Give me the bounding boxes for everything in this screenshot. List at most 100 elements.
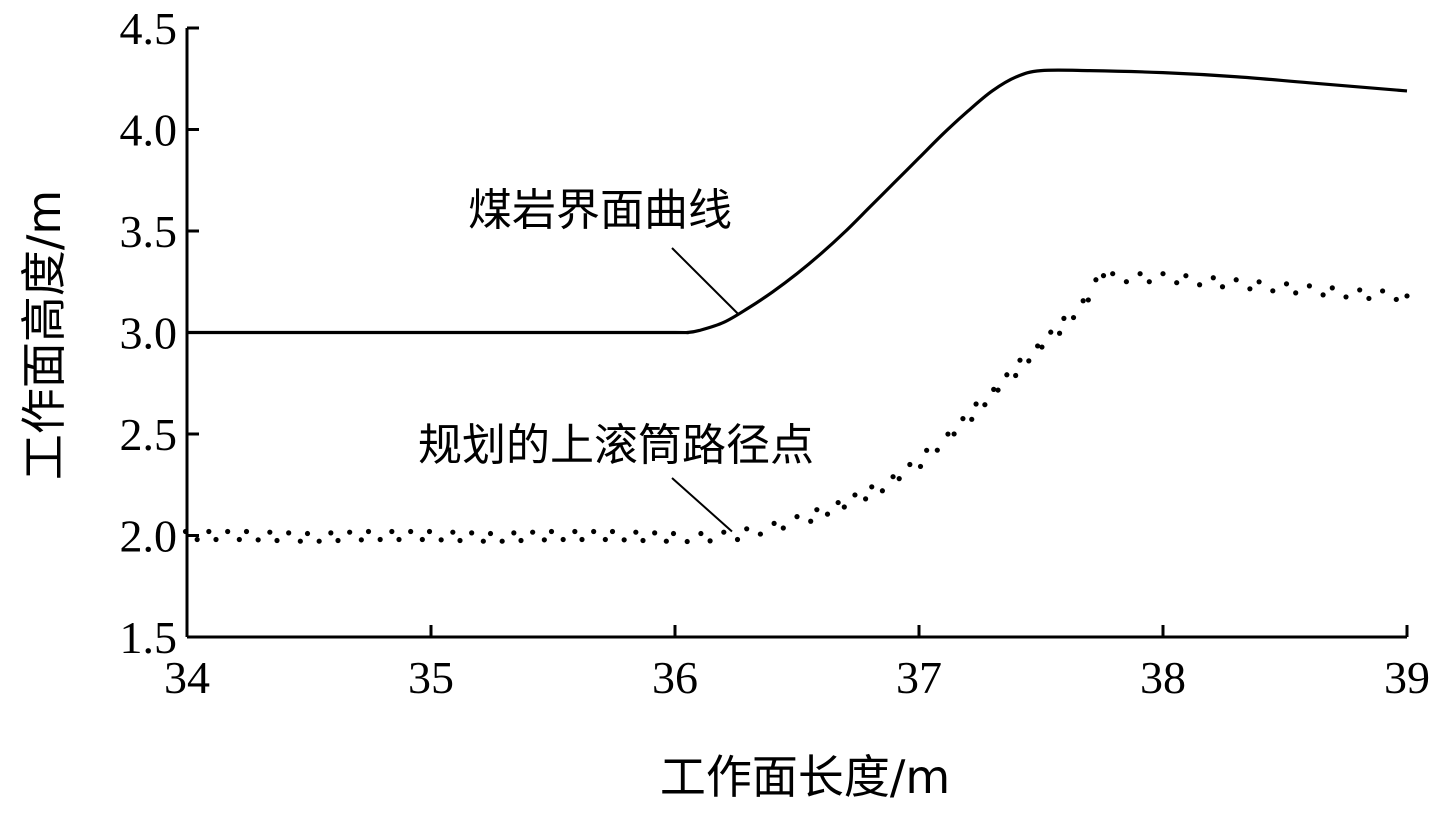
path-point (1160, 271, 1166, 277)
path-point (771, 520, 777, 526)
path-point (1035, 343, 1041, 349)
path-point (1174, 280, 1180, 286)
path-point (698, 530, 704, 537)
path-point (1146, 279, 1152, 285)
path-point (621, 537, 627, 543)
path-point (1197, 282, 1203, 288)
path-point (1320, 292, 1326, 298)
path-point (640, 537, 646, 544)
path-point (530, 529, 536, 535)
path-point (358, 537, 364, 543)
path-point (1123, 279, 1129, 285)
y-tick-label: 4.5 (120, 3, 178, 54)
annotation-leader-line (671, 477, 733, 533)
path-point (808, 518, 814, 524)
x-tick-label: 36 (652, 652, 698, 703)
path-point (1247, 286, 1253, 292)
path-point (1080, 298, 1086, 304)
path-point (304, 530, 311, 537)
path-point (182, 528, 189, 535)
path-point (328, 530, 334, 536)
path-point (934, 447, 940, 453)
path-point (1210, 275, 1216, 281)
path-point (1100, 273, 1107, 279)
path-point (487, 530, 494, 537)
path-point (896, 476, 902, 482)
path-point (863, 496, 869, 502)
path-point (670, 530, 677, 537)
path-point (841, 504, 847, 510)
y-axis-title: 工作面高度/m (17, 190, 71, 480)
path-point (1013, 372, 1019, 379)
series-layer (182, 68, 1410, 545)
path-point (734, 536, 741, 543)
path-point (1306, 283, 1312, 289)
path-point (879, 488, 886, 494)
path-point (1026, 358, 1032, 364)
path-point (721, 529, 727, 535)
path-point (982, 402, 988, 408)
path-point (995, 387, 1001, 393)
path-point (426, 528, 433, 535)
path-point (255, 537, 261, 543)
path-point (457, 537, 463, 544)
path-point (869, 484, 875, 490)
path-point (377, 536, 383, 543)
path-point (969, 416, 975, 422)
annotation-coal-rock-interface: 煤岩界面曲线 (468, 185, 732, 236)
path-point (579, 536, 585, 543)
path-point (924, 447, 930, 453)
path-point (652, 530, 658, 536)
annotation-drum-path-points: 规划的上滚筒路径点 (418, 420, 814, 471)
y-tick-label: 2.5 (120, 409, 178, 460)
path-point (1039, 344, 1045, 350)
path-point (347, 529, 353, 535)
path-point (1183, 273, 1189, 279)
path-point (480, 538, 486, 544)
path-point (1110, 271, 1116, 277)
path-point (297, 538, 303, 544)
path-point (633, 529, 639, 535)
series-dots-drum-path (182, 271, 1410, 545)
path-point (814, 507, 820, 513)
path-point (286, 530, 292, 536)
path-point (243, 528, 250, 535)
path-point (499, 538, 505, 544)
y-tick-label: 3.5 (120, 206, 178, 257)
path-point (1283, 281, 1290, 287)
path-point (213, 536, 219, 543)
path-point (1004, 372, 1010, 378)
path-point (1256, 279, 1262, 285)
path-point (757, 531, 764, 537)
path-point (744, 526, 750, 532)
ticks: 34 35 36 37 38 39 1.5 2.0 2.5 3.0 3.5 4.0 4.5 (120, 3, 1431, 703)
path-point (267, 529, 273, 535)
path-point (511, 530, 517, 536)
path-point (450, 529, 456, 535)
path-point (548, 528, 555, 535)
path-point (572, 528, 578, 535)
path-point (1017, 357, 1023, 363)
path-point (560, 536, 566, 543)
path-point (1061, 315, 1067, 321)
y-tick-label: 4.0 (120, 105, 178, 156)
path-point (1393, 296, 1399, 303)
path-point (1219, 284, 1226, 290)
path-point (917, 463, 924, 470)
path-point (365, 528, 372, 535)
path-point (1343, 294, 1349, 300)
path-point (1093, 277, 1099, 283)
path-point (194, 536, 200, 543)
path-point (1085, 297, 1091, 303)
path-point (206, 528, 212, 535)
path-point (907, 461, 913, 468)
x-tick-label: 35 (408, 652, 454, 703)
path-point (945, 431, 951, 437)
path-point (1329, 285, 1335, 291)
path-point (389, 528, 395, 535)
y-tick-label: 1.5 (120, 612, 178, 663)
x-tick-label: 38 (1140, 652, 1186, 703)
